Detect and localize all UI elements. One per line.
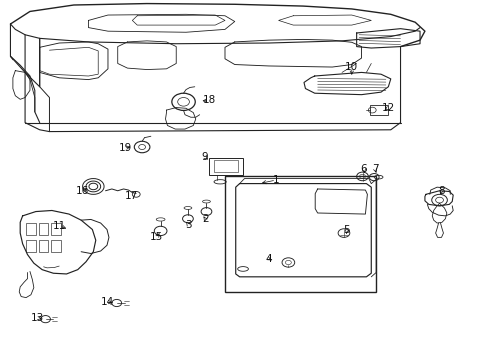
Text: 18: 18 bbox=[203, 95, 216, 105]
Text: 10: 10 bbox=[345, 62, 358, 72]
Bar bbox=[214, 160, 237, 172]
Bar bbox=[369, 105, 387, 115]
Text: 16: 16 bbox=[76, 186, 89, 196]
Bar bbox=[26, 223, 36, 234]
Bar bbox=[39, 223, 48, 234]
Text: 6: 6 bbox=[360, 164, 366, 174]
Text: 14: 14 bbox=[100, 297, 113, 307]
Text: 1: 1 bbox=[272, 175, 279, 185]
Text: 17: 17 bbox=[124, 191, 138, 201]
Text: 3: 3 bbox=[185, 220, 191, 230]
Text: 12: 12 bbox=[382, 103, 395, 113]
Text: 19: 19 bbox=[119, 143, 132, 153]
Bar bbox=[39, 240, 48, 252]
Text: 15: 15 bbox=[150, 232, 163, 242]
Bar bbox=[224, 176, 375, 292]
Text: 7: 7 bbox=[371, 164, 378, 174]
Text: 9: 9 bbox=[201, 152, 207, 162]
Bar bbox=[51, 223, 61, 234]
Text: 13: 13 bbox=[31, 313, 44, 323]
Bar bbox=[26, 240, 36, 252]
Text: 4: 4 bbox=[265, 254, 272, 264]
Bar bbox=[51, 240, 61, 252]
Text: 2: 2 bbox=[202, 215, 208, 224]
Bar bbox=[209, 158, 242, 175]
Text: 5: 5 bbox=[343, 225, 349, 235]
Text: 8: 8 bbox=[437, 186, 444, 196]
Text: 11: 11 bbox=[53, 221, 66, 231]
